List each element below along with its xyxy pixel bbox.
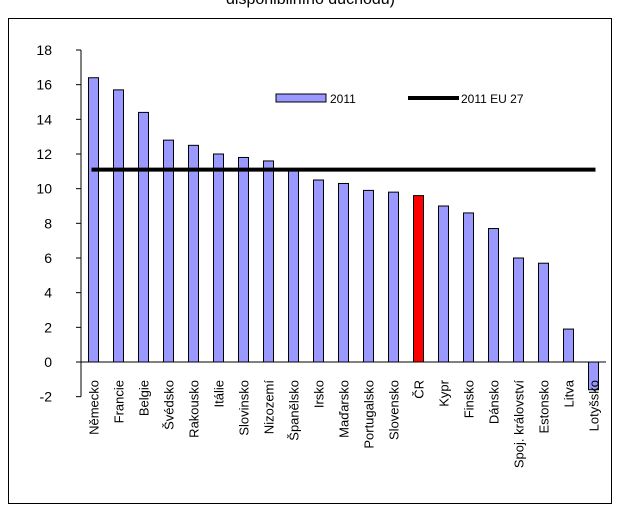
category-label: Litva (562, 379, 577, 407)
bar (563, 328, 574, 363)
y-tick-label: 8 (44, 215, 52, 231)
bar (413, 195, 424, 363)
y-tick-label: 10 (36, 181, 52, 197)
bar (313, 179, 324, 363)
legend-label: 2011 EU 27 (461, 92, 524, 106)
category-label: Nizozemí (262, 380, 277, 435)
bar (463, 212, 474, 363)
category-label: Irsko (312, 380, 327, 408)
category-label: Francie (112, 380, 127, 423)
bar (338, 182, 349, 363)
category-label: Kypr (437, 379, 452, 406)
bar (138, 111, 149, 363)
y-tick-label: 6 (44, 250, 52, 266)
bar (513, 257, 524, 363)
bar (588, 361, 599, 391)
category-label: Itálie (212, 380, 227, 407)
bar (363, 189, 374, 363)
bar (213, 153, 224, 363)
bar (438, 205, 449, 363)
bar (538, 262, 549, 363)
category-label: Dánsko (487, 380, 502, 424)
category-label: Spoj. království (512, 380, 527, 469)
bar (263, 160, 274, 363)
category-label: Slovinsko (237, 380, 252, 436)
category-label: Slovensko (387, 380, 402, 440)
bar (238, 156, 249, 363)
category-label: Rakousko (187, 380, 202, 438)
category-label: Německo (87, 380, 102, 435)
bar (288, 169, 299, 363)
bar (88, 77, 99, 363)
category-label: Portugalsko (362, 380, 377, 449)
category-label: Španělsko (287, 380, 302, 441)
bar (163, 139, 174, 363)
category-label: Maďarsko (337, 380, 352, 438)
category-label: Finsko (462, 380, 477, 418)
bar (488, 228, 499, 363)
category-label: Lotyšsko (587, 380, 602, 431)
legend-swatch-bar (275, 93, 327, 103)
category-label: Estonsko (537, 380, 552, 433)
y-tick-label: 4 (44, 285, 52, 301)
bar (388, 191, 399, 363)
legend-label: 2011 (330, 92, 356, 106)
bar (188, 144, 199, 363)
bar (113, 89, 124, 363)
y-tick-label: 18 (36, 42, 52, 58)
y-tick-label: 12 (36, 146, 52, 162)
category-label: ČR (412, 380, 427, 399)
y-tick-label: 14 (36, 111, 52, 127)
chart-title: disponibilního důchodu) (0, 0, 621, 9)
y-tick-label: 16 (36, 77, 52, 93)
category-label: Švédsko (162, 380, 177, 430)
category-label: Belgie (137, 380, 152, 416)
y-tick-label: -2 (40, 389, 53, 405)
y-tick-label: 0 (44, 354, 52, 370)
y-tick-label: 2 (44, 319, 52, 335)
chart-frame (8, 18, 612, 504)
